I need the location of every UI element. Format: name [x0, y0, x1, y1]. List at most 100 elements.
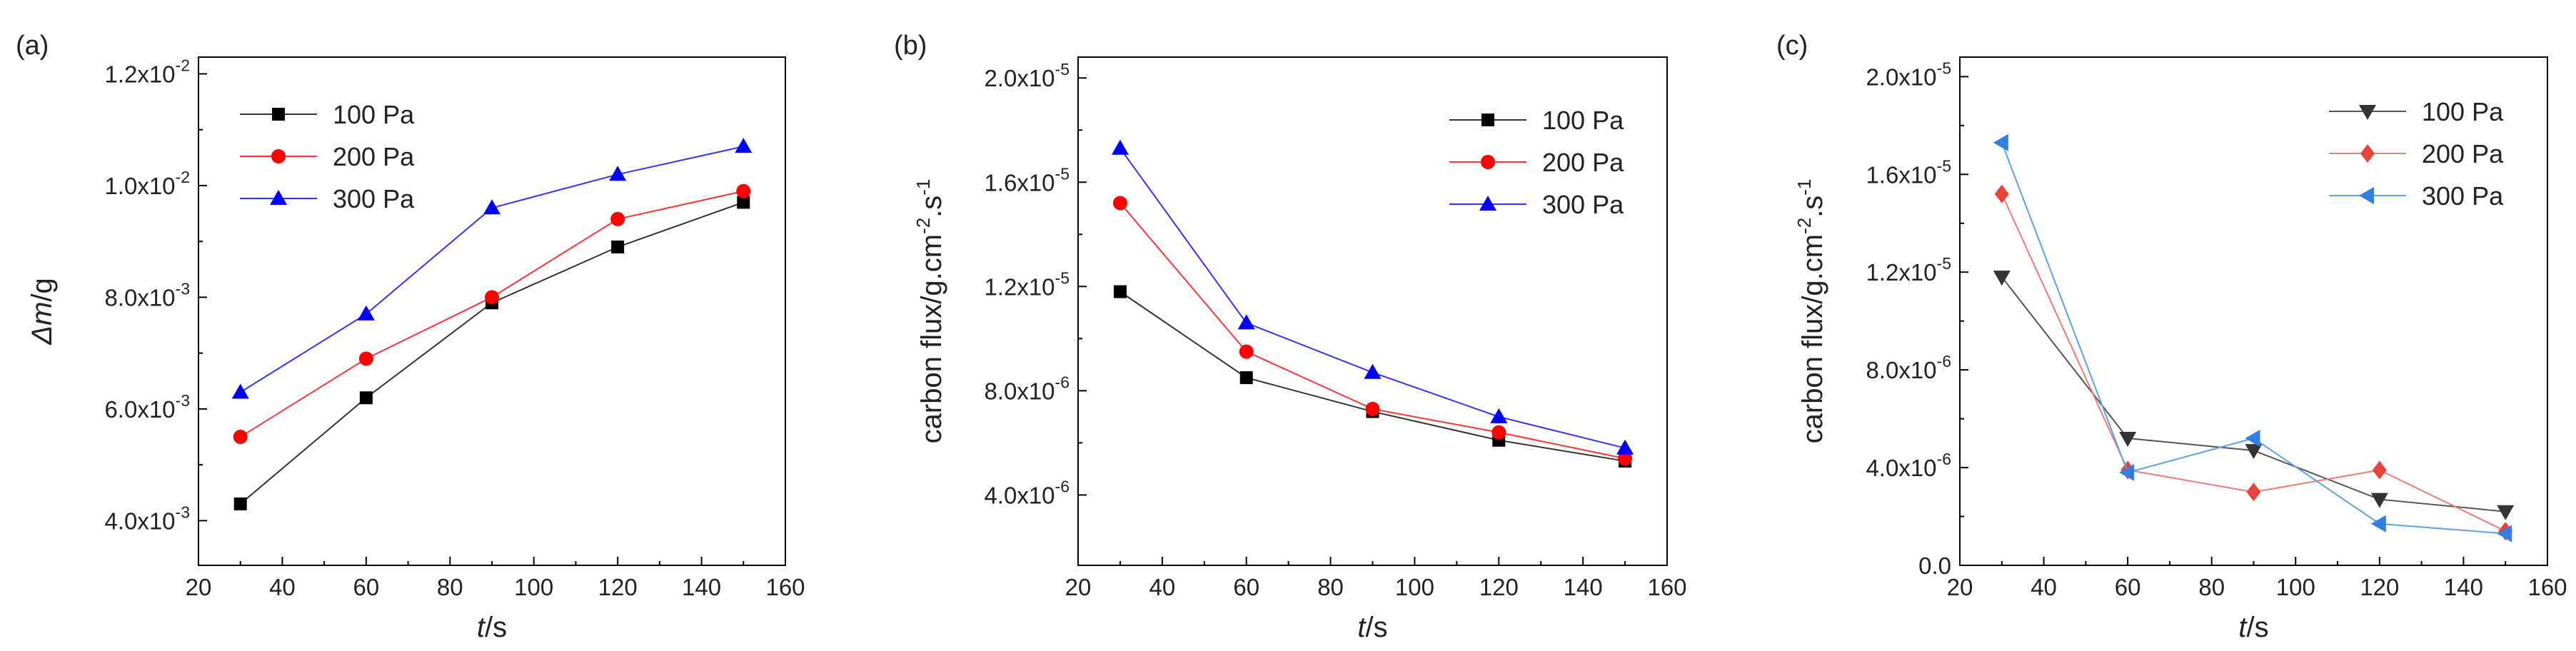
series-300-pa: [231, 138, 753, 399]
y-tick-exponent: -5: [1937, 59, 1951, 77]
y-tick-exponent: -2: [176, 56, 190, 74]
data-point: [1113, 285, 1127, 298]
x-tick-label: 40: [1149, 574, 1175, 600]
data-point: [609, 166, 627, 181]
data-point: [233, 497, 247, 510]
x-tick-label: 60: [353, 574, 379, 600]
panel-label: (b): [894, 31, 927, 61]
series-300-pa: [1993, 133, 2512, 542]
data-point: [1239, 371, 1253, 385]
y-axis-title-unit: /g: [26, 278, 58, 301]
y-tick-mantissa: 8.0x10: [104, 284, 175, 311]
data-point: [2370, 515, 2386, 533]
data-point: [357, 305, 375, 321]
x-tick-label: 160: [1647, 574, 1686, 600]
y-tick-mantissa: 1.2x10: [984, 273, 1055, 300]
y-tick-exponent: -3: [176, 503, 190, 521]
x-axis-title-unit: /s: [485, 612, 507, 643]
data-point: [231, 383, 249, 399]
series-200-pa: [233, 183, 751, 445]
x-tick-label: 160: [2527, 574, 2567, 600]
y-tick-label: 4.0x10-3: [104, 503, 190, 534]
y-axis-title-sup: -1: [1793, 179, 1815, 196]
x-axis-title: t/s: [2238, 612, 2268, 643]
y-tick-exponent: -5: [1937, 254, 1951, 273]
data-point: [1490, 408, 1508, 423]
legend-label: 100 Pa: [1542, 106, 1624, 135]
data-point: [2245, 444, 2263, 460]
panel-a: (a)20 40 60 80 100 120 140 1604.0x10-36.0x10-38…: [16, 31, 805, 643]
data-point: [737, 196, 750, 209]
y-tick-label: 4.0x10-6: [1866, 450, 1951, 481]
data-point: [1993, 271, 2011, 286]
y-tick-label: 8.0x10-6: [984, 373, 1070, 404]
y-tick-exponent: -6: [1937, 352, 1951, 370]
data-point: [1616, 439, 1634, 455]
y-axis-title: carbon flux/g.cm-2.s-1: [912, 179, 947, 444]
y-tick-label: 4.0x10-6: [984, 477, 1070, 508]
x-tick-label: 100: [2276, 574, 2315, 600]
y-axis-title-text: carbon flux/g.cm: [1797, 234, 1828, 443]
x-tick-label: 80: [437, 574, 463, 600]
series-100-pa: [1993, 271, 2515, 520]
data-point: [483, 199, 500, 215]
y-tick-mantissa: 1.2x10: [104, 61, 175, 87]
data-point: [1618, 451, 1633, 466]
y-axis-title: Δm/g: [26, 278, 58, 345]
x-tick-label: 160: [765, 574, 805, 600]
legend-label: 200 Pa: [2422, 139, 2504, 168]
x-tick-label: 20: [186, 574, 212, 600]
data-point: [2372, 460, 2387, 480]
y-axis-title: carbon flux/g.cm-2.s-1: [1793, 179, 1828, 444]
data-point: [1365, 401, 1380, 416]
legend-marker: [271, 149, 286, 163]
legend-marker: [272, 108, 285, 121]
y-tick-exponent: -5: [1055, 60, 1070, 79]
y-tick-mantissa: 1.0x10: [104, 173, 175, 199]
y-axis-title-text: .s: [916, 196, 947, 218]
x-tick-label: 60: [2115, 574, 2141, 600]
x-axis-title-unit: /s: [1366, 612, 1388, 643]
panel-c: (c)20 40 60 80 100 120 140 1600.04.0x10-68.0x10…: [1776, 31, 2567, 643]
x-tick-label: 40: [269, 574, 296, 600]
panel-label: (a): [16, 31, 49, 61]
data-point: [2245, 430, 2260, 447]
data-point: [2119, 432, 2137, 447]
data-point: [485, 290, 499, 305]
x-tick-label: 100: [514, 574, 553, 600]
y-tick-exponent: -5: [1055, 164, 1070, 183]
data-point: [611, 241, 625, 254]
y-tick-label: 8.0x10-3: [104, 279, 190, 311]
y-tick-exponent: -3: [176, 391, 190, 410]
y-tick-label: 2.0x10-5: [984, 60, 1070, 91]
x-axis-title-symbol: t: [1357, 612, 1367, 643]
y-axis-title-sup: -2: [1793, 218, 1815, 234]
y-axis-title-symbol: m: [26, 302, 58, 326]
y-tick-mantissa: 8.0x10: [984, 378, 1055, 404]
legend-marker: [1481, 155, 1495, 169]
x-axis-title: t/s: [1357, 612, 1387, 643]
x-tick-label: 80: [1317, 574, 1344, 600]
legend-marker: [2359, 105, 2376, 120]
data-point: [1112, 196, 1127, 211]
panel-label: (c): [1776, 31, 1808, 61]
data-point: [1993, 133, 2008, 151]
y-tick-exponent: -2: [176, 168, 190, 186]
legend-label: 300 Pa: [333, 184, 415, 213]
y-tick-mantissa: 6.0x10: [104, 396, 175, 423]
legend-label: 300 Pa: [1542, 190, 1624, 219]
y-tick-label: 1.6x10-5: [984, 164, 1070, 196]
legend-label: 200 Pa: [1542, 148, 1624, 177]
y-tick-label: 8.0x10-6: [1866, 352, 1951, 383]
legend-marker: [2360, 144, 2375, 163]
y-tick-exponent: -6: [1055, 373, 1070, 391]
x-tick-label: 140: [2444, 574, 2483, 600]
data-point: [2497, 525, 2512, 542]
y-tick-exponent: -6: [1937, 450, 1951, 468]
data-point: [736, 183, 751, 198]
y-tick-mantissa: 4.0x10: [1866, 455, 1936, 481]
x-tick-label: 120: [598, 574, 638, 600]
data-point: [1239, 344, 1254, 359]
